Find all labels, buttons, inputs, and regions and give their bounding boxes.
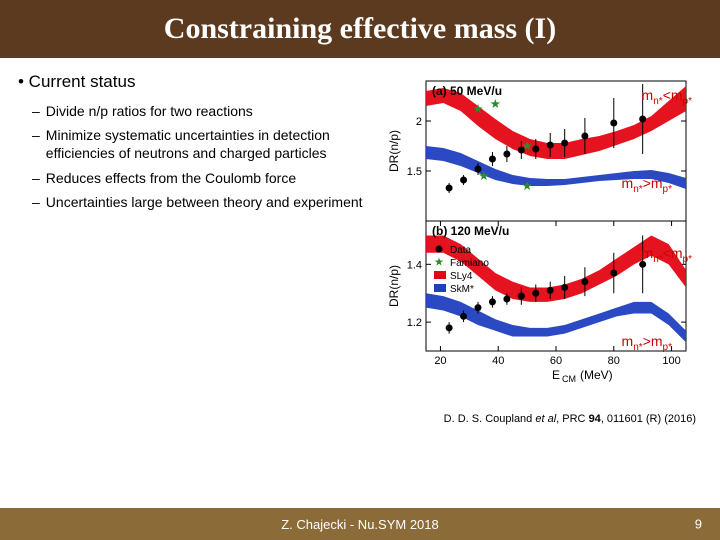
sub-bullet-list: –Divide n/p ratios for two reactions –Mi… [32,102,372,211]
svg-text:SkM*: SkM* [450,284,474,295]
svg-text:SLy4: SLy4 [450,271,473,282]
svg-text:60: 60 [550,355,562,367]
svg-text:2: 2 [416,116,422,128]
citation: D. D. S. Coupland et al, PRC 94, 011601 … [444,413,696,425]
sub-bullet: –Minimize systematic uncertainties in de… [32,126,372,162]
svg-text:40: 40 [492,355,504,367]
svg-text:Data: Data [450,245,472,256]
svg-text:1.5: 1.5 [407,166,422,178]
svg-text:Famiano: Famiano [450,258,489,269]
annotation-a-top: mn*<mp* [642,87,692,107]
svg-text:20: 20 [434,355,446,367]
svg-text:80: 80 [608,355,620,367]
svg-text:E: E [552,368,560,382]
slide-title: Constraining effective mass (I) [164,12,556,46]
annotation-b-bot: mn*>mp* [622,333,672,353]
footer-text: Z. Chajecki - Nu.SYM 2018 [281,517,439,532]
svg-text:DR(n/p): DR(n/p) [387,265,401,307]
svg-text:(b) 120 MeV/u: (b) 120 MeV/u [432,224,509,238]
svg-text:(a) 50 MeV/u: (a) 50 MeV/u [432,84,502,98]
sub-bullet: –Divide n/p ratios for two reactions [32,102,372,120]
title-bar: Constraining effective mass (I) [0,0,720,58]
sub-bullet: –Uncertainties large between theory and … [32,193,372,211]
chart-panel: 1.5 2 (a) 50 MeV/u DR(n/p) 1.2 1.4 20 40 60 80 100… [380,75,700,395]
svg-text:(MeV): (MeV) [580,368,613,382]
annotation-b-top: mn*<mp* [642,245,692,265]
footer-bar: Z. Chajecki - Nu.SYM 2018 9 [0,508,720,540]
svg-text:100: 100 [662,355,680,367]
svg-text:1.2: 1.2 [407,317,422,329]
annotation-a-bot: mn*>mp* [622,175,672,195]
page-number: 9 [695,517,702,532]
svg-text:DR(n/p): DR(n/p) [387,130,401,172]
svg-text:CM: CM [562,374,576,384]
svg-text:1.4: 1.4 [407,259,422,271]
sub-bullet: –Reduces effects from the Coulomb force [32,169,372,187]
